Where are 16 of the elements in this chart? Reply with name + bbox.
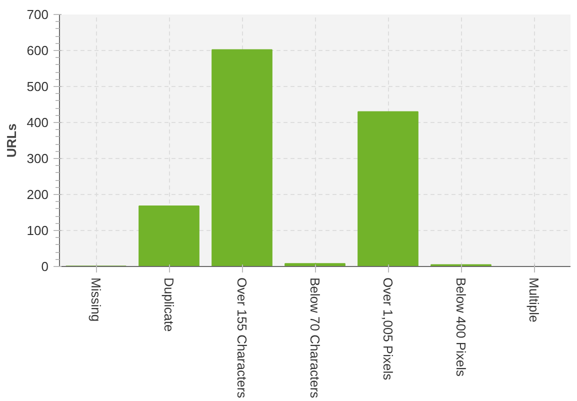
- x-tick-label: Over 1,005 Pixels: [380, 278, 396, 381]
- y-tick-label: 500: [26, 79, 49, 94]
- x-tick-label: Below 70 Characters: [308, 278, 322, 399]
- y-tick-label: 0: [41, 259, 49, 274]
- y-tick-label: 100: [26, 223, 49, 238]
- y-axis-title: URLs: [4, 124, 19, 158]
- y-tick-label: 200: [26, 187, 49, 202]
- x-tick-label: Missing: [88, 278, 104, 322]
- x-tick-label: Below 400 Pixels: [454, 278, 468, 377]
- y-tick-label: 400: [26, 115, 49, 130]
- y-tick-label: 600: [26, 43, 49, 58]
- x-tick-label: Duplicate: [162, 278, 176, 332]
- y-tick-label: 700: [26, 7, 49, 22]
- x-tick-label: Over 155 Characters: [234, 278, 250, 399]
- x-tick-label: Multiple: [526, 278, 542, 322]
- y-tick-label: 300: [26, 151, 49, 166]
